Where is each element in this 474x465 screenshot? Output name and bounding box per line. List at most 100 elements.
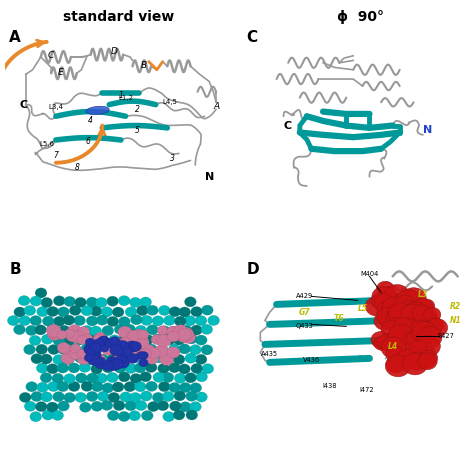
Circle shape	[191, 325, 202, 335]
Circle shape	[100, 340, 114, 352]
Circle shape	[108, 353, 119, 364]
Circle shape	[169, 306, 181, 317]
Circle shape	[69, 306, 81, 315]
Circle shape	[74, 353, 86, 363]
Circle shape	[77, 335, 87, 344]
Circle shape	[123, 346, 137, 358]
Circle shape	[173, 410, 185, 420]
Circle shape	[168, 326, 179, 336]
Circle shape	[196, 372, 208, 382]
Circle shape	[109, 335, 120, 345]
Text: 8: 8	[74, 163, 79, 172]
Circle shape	[75, 373, 87, 383]
Circle shape	[407, 331, 424, 346]
Circle shape	[81, 344, 93, 353]
Circle shape	[103, 344, 115, 354]
Text: C: C	[19, 100, 27, 110]
Circle shape	[129, 298, 141, 307]
Circle shape	[169, 383, 181, 392]
Circle shape	[18, 296, 30, 306]
Circle shape	[391, 323, 412, 341]
Circle shape	[153, 372, 164, 382]
Text: V436: V436	[303, 358, 320, 363]
Text: L5,6: L5,6	[39, 141, 54, 147]
Circle shape	[169, 344, 180, 354]
Circle shape	[387, 317, 403, 331]
Circle shape	[412, 305, 433, 323]
Circle shape	[93, 339, 105, 349]
Circle shape	[142, 345, 155, 356]
Circle shape	[137, 352, 146, 359]
Circle shape	[401, 288, 426, 309]
Circle shape	[119, 337, 133, 348]
Circle shape	[8, 316, 19, 326]
Circle shape	[52, 410, 64, 420]
Circle shape	[113, 400, 125, 411]
Circle shape	[57, 342, 70, 353]
Text: standard view: standard view	[63, 10, 174, 24]
Circle shape	[46, 402, 58, 412]
Circle shape	[61, 352, 75, 364]
Circle shape	[40, 354, 52, 364]
Circle shape	[86, 373, 98, 383]
Circle shape	[179, 364, 190, 374]
Circle shape	[410, 320, 429, 337]
Circle shape	[62, 345, 72, 354]
Text: 7: 7	[54, 151, 58, 160]
Circle shape	[133, 329, 144, 339]
Text: ϕ  90°: ϕ 90°	[337, 10, 384, 24]
Circle shape	[190, 345, 201, 355]
Circle shape	[184, 297, 196, 307]
Circle shape	[412, 324, 430, 340]
Circle shape	[64, 335, 75, 345]
Circle shape	[399, 318, 419, 336]
Circle shape	[139, 359, 148, 367]
Circle shape	[427, 319, 447, 337]
Circle shape	[130, 373, 142, 384]
Circle shape	[36, 344, 47, 354]
Text: A435: A435	[261, 352, 278, 358]
Circle shape	[191, 306, 202, 317]
Circle shape	[94, 332, 106, 342]
Text: I472: I472	[360, 387, 374, 393]
Circle shape	[54, 316, 65, 326]
Circle shape	[35, 325, 46, 335]
Circle shape	[46, 325, 61, 337]
Circle shape	[201, 324, 213, 334]
Circle shape	[116, 355, 126, 364]
Circle shape	[54, 296, 65, 306]
Text: B: B	[9, 262, 21, 278]
Circle shape	[86, 316, 98, 326]
Circle shape	[80, 402, 91, 412]
Circle shape	[157, 326, 168, 335]
Circle shape	[111, 338, 122, 346]
Circle shape	[95, 354, 105, 363]
Circle shape	[81, 326, 92, 336]
Circle shape	[114, 341, 126, 351]
Circle shape	[389, 303, 412, 323]
Circle shape	[174, 373, 186, 383]
Circle shape	[124, 324, 136, 334]
Circle shape	[377, 300, 402, 322]
Circle shape	[35, 288, 47, 298]
Circle shape	[77, 326, 90, 338]
Circle shape	[109, 345, 123, 356]
Circle shape	[164, 335, 175, 345]
Circle shape	[167, 347, 180, 358]
Circle shape	[155, 345, 168, 357]
Circle shape	[180, 383, 191, 392]
Circle shape	[111, 347, 119, 354]
Circle shape	[146, 325, 158, 335]
Circle shape	[179, 328, 193, 340]
Circle shape	[190, 383, 201, 393]
Circle shape	[112, 307, 124, 317]
Circle shape	[111, 359, 123, 369]
Circle shape	[19, 315, 30, 326]
Circle shape	[40, 372, 52, 383]
Circle shape	[413, 325, 431, 340]
Circle shape	[195, 354, 207, 365]
Circle shape	[412, 321, 437, 343]
Circle shape	[140, 372, 151, 382]
Circle shape	[120, 392, 132, 402]
Circle shape	[142, 335, 154, 345]
